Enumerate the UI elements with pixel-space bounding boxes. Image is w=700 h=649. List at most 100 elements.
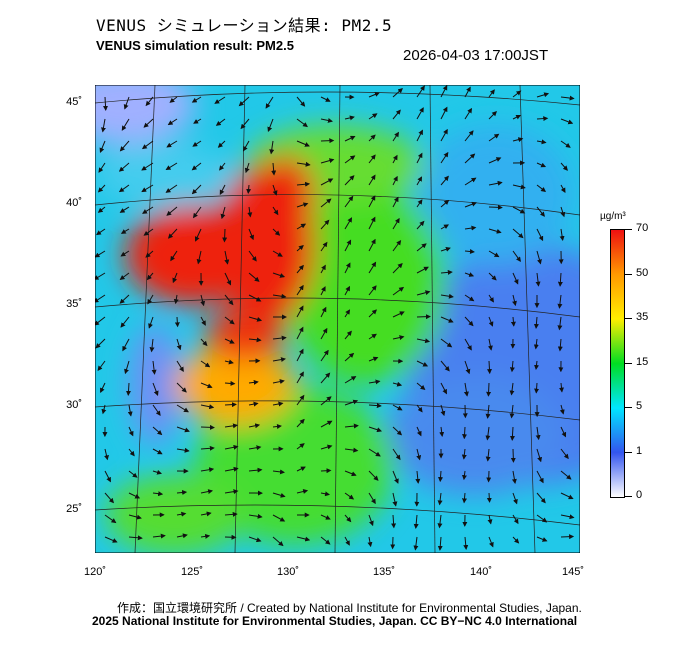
- wind-arrow: [536, 92, 550, 98]
- wind-arrow: [392, 109, 401, 120]
- wind-arrow: [272, 335, 287, 341]
- wind-arrow: [200, 294, 206, 307]
- wind-arrow: [176, 338, 182, 351]
- wind-arrow: [440, 106, 448, 120]
- wind-arrow: [176, 404, 189, 413]
- wind-arrow: [169, 96, 178, 103]
- wind-arrow: [535, 426, 541, 441]
- wind-arrow: [512, 294, 517, 307]
- wind-arrow: [464, 225, 477, 231]
- wind-arrow: [145, 96, 154, 107]
- wind-arrow: [344, 399, 359, 406]
- wind-arrow: [100, 118, 106, 133]
- wind-arrow: [272, 469, 285, 475]
- wind-arrow: [176, 426, 190, 433]
- colorbar-tick: [624, 496, 632, 497]
- wind-arrow: [121, 118, 130, 131]
- wind-arrow: [170, 250, 178, 262]
- colorbar-label: 35: [636, 311, 649, 323]
- wind-arrow: [440, 128, 448, 142]
- wind-arrow: [166, 206, 178, 216]
- colorbar-tick: [624, 273, 632, 275]
- wind-arrow: [560, 184, 566, 194]
- wind-arrow: [368, 154, 376, 164]
- colorbar-label: 5: [636, 400, 643, 412]
- wind-arrow: [272, 250, 283, 257]
- lat-label: 30˚: [66, 399, 82, 411]
- wind-arrow: [488, 157, 502, 164]
- wind-arrow: [128, 426, 134, 437]
- wind-arrow: [247, 206, 253, 218]
- wind-arrow: [220, 206, 226, 220]
- wind-arrow: [536, 228, 544, 242]
- wind-arrow: [536, 448, 543, 463]
- wind-arrow: [368, 379, 381, 385]
- wind-arrow: [440, 338, 453, 348]
- wind-arrow: [416, 243, 427, 252]
- wind-arrow: [176, 360, 184, 373]
- wind-arrow: [176, 382, 187, 393]
- wind-arrow: [344, 195, 354, 208]
- wind-arrow: [416, 290, 431, 296]
- wind-arrow: [344, 536, 350, 546]
- wind-arrow: [560, 118, 574, 125]
- wind-arrow: [320, 219, 330, 230]
- wind-arrow: [440, 404, 446, 417]
- wind-arrow: [487, 338, 493, 351]
- wind-arrow: [440, 85, 448, 98]
- wind-arrow: [416, 199, 423, 208]
- wind-arrow: [486, 382, 492, 397]
- wind-arrow: [192, 206, 202, 219]
- wind-arrow: [248, 337, 262, 343]
- wind-arrow: [464, 177, 477, 186]
- pm25-map: [95, 85, 580, 553]
- concentration-field: [95, 85, 580, 553]
- wind-arrow: [344, 330, 352, 340]
- wind-arrow: [413, 536, 419, 551]
- wind-arrow: [509, 404, 515, 419]
- lat-label: 25˚: [66, 503, 82, 515]
- wind-arrow: [344, 217, 353, 230]
- wind-arrow: [560, 514, 575, 520]
- wind-arrow: [464, 130, 474, 142]
- colorbar-label: 15: [636, 355, 649, 368]
- wind-arrow: [464, 153, 476, 164]
- wind-arrow: [534, 360, 539, 370]
- wind-arrow: [272, 184, 278, 196]
- wind-arrow: [167, 228, 178, 239]
- wind-arrow: [219, 162, 226, 171]
- wind-arrow: [488, 133, 500, 142]
- wind-arrow: [98, 162, 106, 173]
- wind-arrow: [559, 404, 565, 415]
- wind-arrow: [167, 118, 178, 126]
- lat-label: 40˚: [66, 197, 82, 209]
- wind-arrow: [272, 536, 284, 547]
- wind-arrow: [392, 404, 403, 411]
- wind-arrow: [152, 533, 166, 539]
- wind-arrow: [272, 357, 286, 363]
- wind-arrow: [509, 426, 515, 441]
- wind-arrow: [344, 423, 359, 429]
- title-japanese: VENUS シミュレーション結果: PM2.5: [96, 16, 393, 35]
- wind-arrow: [95, 272, 106, 280]
- wind-arrow: [174, 316, 180, 328]
- wind-arrow: [100, 382, 106, 394]
- wind-arrow: [224, 316, 235, 325]
- colorbar-label: 50: [636, 266, 649, 279]
- lon-label: 130˚: [276, 566, 300, 578]
- wind-arrow: [240, 118, 250, 130]
- wind-arrow: [165, 184, 178, 193]
- wind-arrow: [486, 360, 492, 375]
- wind-arrow: [461, 470, 467, 481]
- wind-arrow: [296, 371, 304, 384]
- wind-arrow: [248, 228, 254, 241]
- wind-arrow: [95, 250, 106, 258]
- wind-arrow: [320, 396, 332, 406]
- wind-arrow: [248, 536, 262, 543]
- wind-arrow: [392, 448, 401, 461]
- wind-arrow: [557, 272, 563, 287]
- wind-arrow: [118, 162, 130, 172]
- wind-arrow: [392, 131, 399, 142]
- wind-arrow: [320, 158, 335, 164]
- wind-arrow: [464, 294, 475, 302]
